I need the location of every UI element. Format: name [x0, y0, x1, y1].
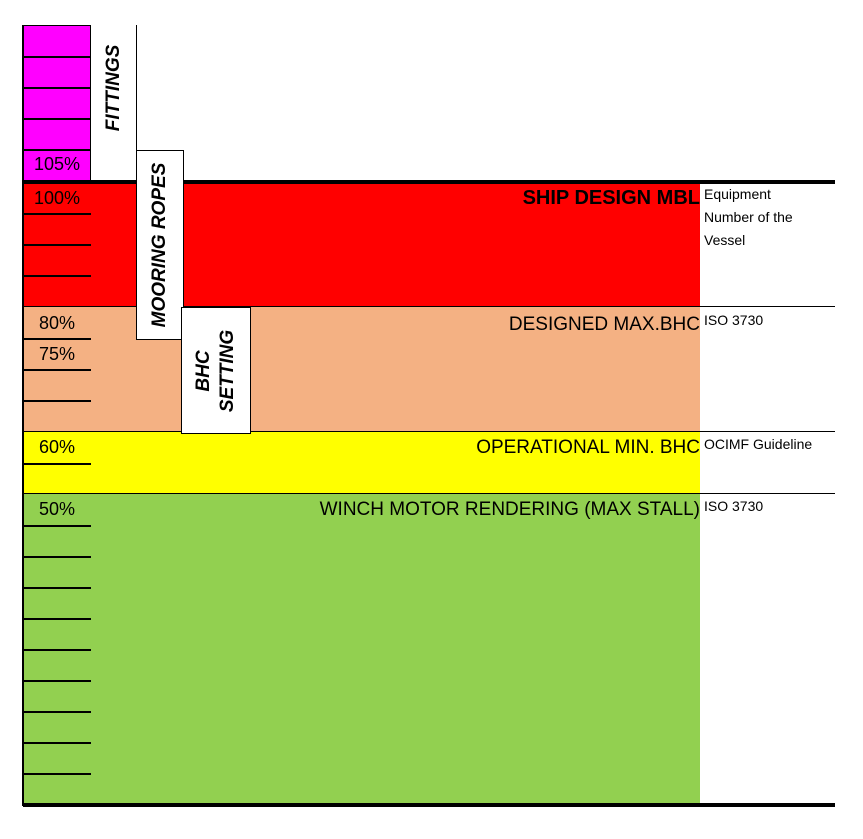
pct-100-label: 100% [33, 188, 81, 208]
scale-tick [23, 213, 91, 215]
fittings-label: FITTINGS [103, 44, 124, 131]
band-winch-motor-rendering: WINCH MOTOR RENDERING (MAX STALL) [23, 494, 700, 804]
winch-motor-rendering-note: ISO 3730 [704, 498, 764, 514]
scale-tick [23, 742, 91, 744]
scale-tick [23, 711, 91, 713]
scale-tick [23, 244, 91, 246]
designed-max-bhc-note: ISO 3730 [704, 312, 764, 328]
pct-80-label: 80% [38, 313, 76, 333]
pct-75-label: 75% [38, 344, 76, 364]
pct-60-label: 60% [38, 437, 76, 457]
scale-tick [23, 463, 91, 465]
fittings-tick [23, 87, 91, 89]
mooring-ropes-label: MOORING ROPES [149, 162, 170, 328]
scale-tick [23, 680, 91, 682]
separator-80 [23, 306, 835, 307]
ship-design-mbl-note: Equipment Number of the Vessel [704, 183, 793, 252]
fittings-tick [23, 118, 91, 120]
scale-tick [23, 649, 91, 651]
separator-50 [23, 493, 835, 494]
band-operational-min-bhc: OPERATIONAL MIN. BHC [23, 432, 700, 493]
note-line: Equipment [704, 186, 771, 202]
fittings-label-box: FITTINGS [92, 25, 136, 150]
note-line: Vessel [704, 232, 746, 248]
bhc-setting-label-line2: SETTING [217, 329, 238, 412]
pct-105-label: 105% [33, 154, 81, 174]
mooring-ropes-box: MOORING ROPES [136, 150, 184, 340]
scale-tick [23, 773, 91, 775]
ship-design-mbl-label: SHIP DESIGN MBL [522, 187, 700, 209]
band-ship-design-mbl: SHIP DESIGN MBL [23, 182, 700, 306]
fittings-tick [23, 149, 91, 151]
bhc-setting-label: BHC SETTING [192, 329, 240, 411]
operational-min-bhc-label: OPERATIONAL MIN. BHC [476, 437, 700, 458]
bottom-thick-line [23, 803, 835, 807]
note-line: Number of the [704, 209, 793, 225]
scale-tick [23, 400, 91, 402]
band-designed-max-bhc: DESIGNED MAX.BHC [23, 307, 700, 431]
winch-motor-rendering-label: WINCH MOTOR RENDERING (MAX STALL) [319, 499, 700, 520]
pct-50-label: 50% [38, 499, 76, 519]
fittings-tick [23, 56, 91, 58]
operational-min-bhc-note: OCIMF Guideline [704, 436, 813, 452]
scale-tick [23, 369, 91, 371]
scale-tick [23, 556, 91, 558]
scale-tick [23, 525, 91, 527]
bhc-setting-box: BHC SETTING [181, 307, 251, 434]
fittings-column-border [136, 25, 137, 150]
left-axis-line [22, 25, 24, 806]
scale-tick [23, 338, 91, 340]
mbl-thick-line [23, 180, 835, 184]
fittings-column [23, 25, 91, 182]
scale-tick [23, 618, 91, 620]
designed-max-bhc-label: DESIGNED MAX.BHC [508, 314, 700, 335]
bhc-setting-label-line1: BHC [193, 349, 214, 392]
scale-tick [23, 275, 91, 277]
scale-tick [23, 587, 91, 589]
separator-60 [23, 431, 835, 432]
